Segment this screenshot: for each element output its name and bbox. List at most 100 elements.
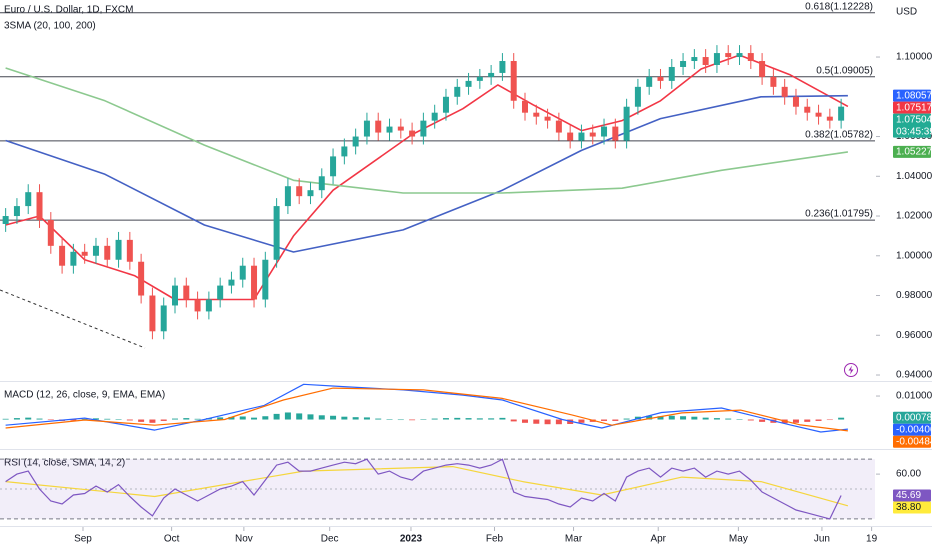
alert-bolt[interactable] [848, 365, 854, 375]
candle-body [81, 251, 88, 256]
candle-body [657, 76, 664, 81]
candle-body [555, 120, 562, 133]
histogram-bar [533, 419, 540, 424]
price-tag-label: -0.00484 [896, 436, 932, 447]
candle-body [149, 295, 156, 332]
histogram-bar [239, 416, 246, 420]
histogram-bar [13, 418, 20, 420]
candle-body [838, 106, 845, 121]
candle-body [13, 206, 20, 217]
x-tick-label: 2023 [400, 534, 423, 545]
histogram-bar [172, 418, 178, 420]
histogram-bar [409, 419, 416, 421]
candle-body [183, 285, 190, 300]
candle-body [262, 259, 269, 300]
price-tag [893, 423, 931, 436]
candle-body [194, 299, 201, 312]
histogram-bar [251, 417, 258, 420]
candle-body [510, 61, 517, 101]
candle-body [205, 299, 212, 312]
histogram-bar [217, 417, 224, 420]
price-tag-label: 0.00078 [896, 412, 932, 423]
candle-body [115, 239, 122, 260]
histogram-bar [92, 418, 99, 420]
price-tag-label: 45.69 [896, 490, 921, 501]
histogram-bar [815, 419, 822, 421]
x-tick-label: Mar [565, 534, 583, 545]
candle-body [601, 126, 608, 137]
candle-body [375, 120, 382, 133]
price-tag [893, 145, 931, 158]
histogram-bar [2, 418, 9, 420]
x-tick-label: Apr [650, 534, 666, 545]
histogram-bar [330, 415, 337, 420]
histogram-bar [149, 419, 156, 423]
candle-body [307, 190, 314, 197]
histogram-bar [702, 417, 709, 420]
histogram-bar [510, 419, 517, 422]
histogram-bar [183, 418, 190, 420]
x-tick-label: 19 [866, 534, 878, 545]
histogram-bar [194, 418, 201, 420]
line-series [5, 387, 848, 432]
candle-body [533, 112, 540, 117]
candle-body [725, 53, 732, 58]
histogram-bar [228, 416, 235, 420]
line-series [5, 67, 849, 194]
histogram-bar [262, 416, 269, 420]
histogram-bar [386, 419, 393, 420]
histogram-bar [680, 416, 687, 420]
rsi-title: RSI (14, close, SMA, 14, 2) [4, 458, 125, 469]
price-tag [893, 489, 931, 502]
candle-body [92, 245, 99, 256]
x-tick-label: Sep [74, 534, 92, 545]
candle-body [634, 86, 641, 107]
candle-body [25, 192, 32, 207]
candle-body [352, 136, 359, 147]
histogram-bar [522, 419, 528, 423]
x-tick-label: Nov [235, 534, 253, 545]
histogram-bar [691, 416, 698, 420]
histogram-bar [759, 419, 766, 422]
currency: USD [896, 7, 917, 18]
candle-body [228, 279, 235, 286]
histogram-bar [804, 419, 811, 422]
alert-icon[interactable] [844, 363, 858, 377]
histogram-bar [296, 413, 303, 420]
histogram-bar [363, 417, 370, 420]
candle-body [330, 156, 337, 177]
histogram-bar [488, 418, 495, 420]
price-tag [893, 101, 931, 114]
candle-body [759, 61, 766, 77]
price-tag [893, 501, 931, 514]
candle-body [431, 112, 438, 121]
candle-body [815, 112, 822, 117]
histogram-bar [70, 419, 77, 421]
histogram-bar [668, 415, 675, 420]
candle-body [160, 305, 167, 332]
candle-body [589, 132, 596, 137]
candle-body [781, 86, 788, 97]
candle-body [499, 61, 506, 73]
line-series [5, 94, 848, 253]
price-tag-label: 38.80 [896, 502, 921, 513]
macd-title: MACD (12, 26, close, 9, EMA, EMA) [4, 390, 165, 401]
histogram-bar [375, 418, 382, 420]
candle-body [70, 251, 77, 266]
y-tick-label: 1.10000 [896, 52, 932, 63]
price-tag-label: 1.07504 [896, 114, 932, 125]
histogram-bar [284, 412, 291, 420]
histogram-bar [747, 419, 754, 421]
candle-body [454, 86, 461, 97]
histogram-bar [792, 419, 799, 423]
candle-body [386, 126, 393, 133]
price-tag [893, 411, 931, 424]
y-tick-label: 0.96000 [896, 330, 932, 341]
candle-body [409, 130, 416, 137]
fib-label: 0.382(1.05782) [805, 130, 873, 141]
histogram-bar [736, 419, 743, 420]
chart-title: Euro / U.S. Dollar, 1D, FXCM [4, 5, 133, 16]
candle-body [47, 220, 54, 246]
